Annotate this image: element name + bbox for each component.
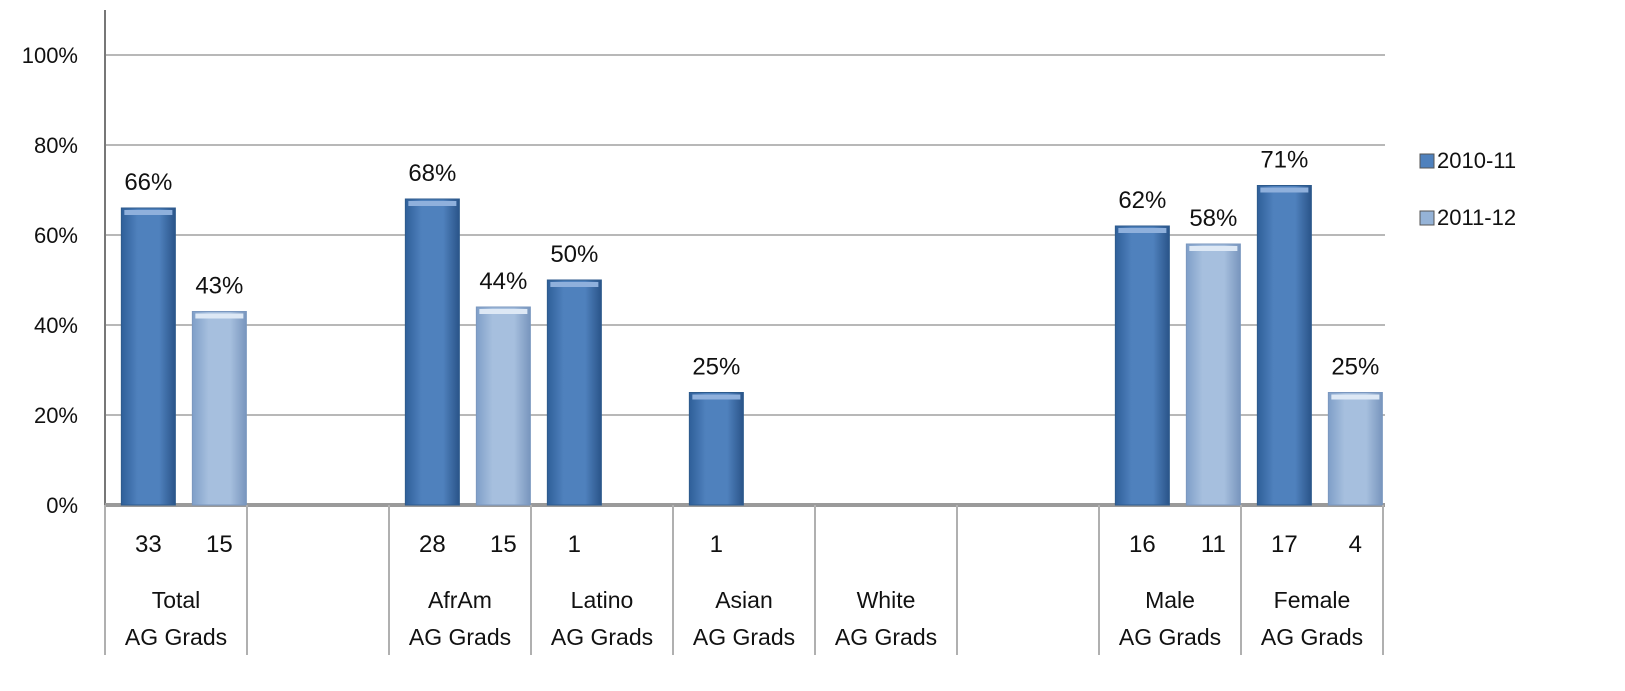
count-label: 15: [490, 531, 517, 558]
category-label: Male: [1145, 587, 1195, 613]
data-label: 58%: [1189, 205, 1237, 232]
bar-2010-11: [546, 279, 602, 506]
count-label: 1: [568, 531, 581, 558]
data-label: 43%: [195, 273, 243, 300]
bar-2011-12: [475, 306, 531, 506]
bar-2010-11: [120, 207, 176, 506]
data-label: 44%: [479, 268, 527, 295]
bar-top-highlight: [1331, 394, 1380, 400]
category-label: Latino: [571, 587, 634, 613]
data-label: 62%: [1118, 187, 1166, 214]
legend-label: 2011-12: [1437, 205, 1516, 230]
category-sublabel: AG Grads: [1119, 624, 1221, 650]
category-label: Total: [152, 587, 201, 613]
bar-2010-11: [1256, 185, 1312, 506]
count-label: 33: [135, 531, 162, 558]
category-label: AfrAm: [428, 587, 492, 613]
bar-top-highlight: [1189, 246, 1238, 251]
category-sublabel: AG Grads: [551, 624, 653, 650]
bar-top-highlight: [1260, 187, 1309, 193]
bar-top-highlight: [1118, 228, 1167, 233]
data-label: 66%: [124, 169, 172, 196]
count-label: 1: [710, 531, 723, 558]
data-label: 71%: [1260, 147, 1308, 174]
category-label: Asian: [715, 587, 773, 613]
legend-swatch: [1419, 210, 1435, 226]
y-tick-label: 60%: [34, 223, 78, 248]
category-label: White: [857, 587, 916, 613]
count-label: 15: [206, 531, 233, 558]
data-label: 50%: [550, 241, 598, 268]
bar-top-highlight: [479, 309, 528, 314]
bar-2011-12: [1185, 243, 1241, 506]
bar-top-highlight: [692, 394, 741, 400]
y-tick-label: 0%: [46, 493, 78, 518]
count-label: 11: [1201, 531, 1226, 558]
bar-top-highlight: [550, 282, 599, 287]
data-label: 25%: [692, 354, 740, 381]
bar-2010-11: [1114, 225, 1170, 506]
count-label: 28: [419, 531, 446, 558]
bar-top-highlight: [408, 201, 457, 206]
count-label: 17: [1271, 531, 1298, 558]
bar-top-highlight: [195, 313, 244, 319]
bar-2011-12: [1327, 392, 1383, 506]
category-sublabel: AG Grads: [693, 624, 795, 650]
bar-2011-12: [191, 311, 247, 506]
y-tick-label: 40%: [34, 313, 78, 338]
count-label: 16: [1129, 531, 1156, 558]
count-label: 4: [1349, 531, 1362, 558]
bar-2010-11: [404, 198, 460, 506]
y-tick-label: 100%: [22, 43, 78, 68]
bar-top-highlight: [124, 210, 173, 215]
legend-label: 2010-11: [1437, 148, 1516, 173]
category-sublabel: AG Grads: [835, 624, 937, 650]
data-label: 68%: [408, 160, 456, 187]
bar-2010-11: [688, 392, 744, 506]
y-tick-label: 20%: [34, 403, 78, 428]
y-tick-label: 80%: [34, 133, 78, 158]
data-label: 25%: [1331, 354, 1379, 381]
category-sublabel: AG Grads: [409, 624, 511, 650]
category-sublabel: AG Grads: [125, 624, 227, 650]
category-label: Female: [1274, 587, 1351, 613]
legend-swatch: [1419, 153, 1435, 169]
category-sublabel: AG Grads: [1261, 624, 1363, 650]
